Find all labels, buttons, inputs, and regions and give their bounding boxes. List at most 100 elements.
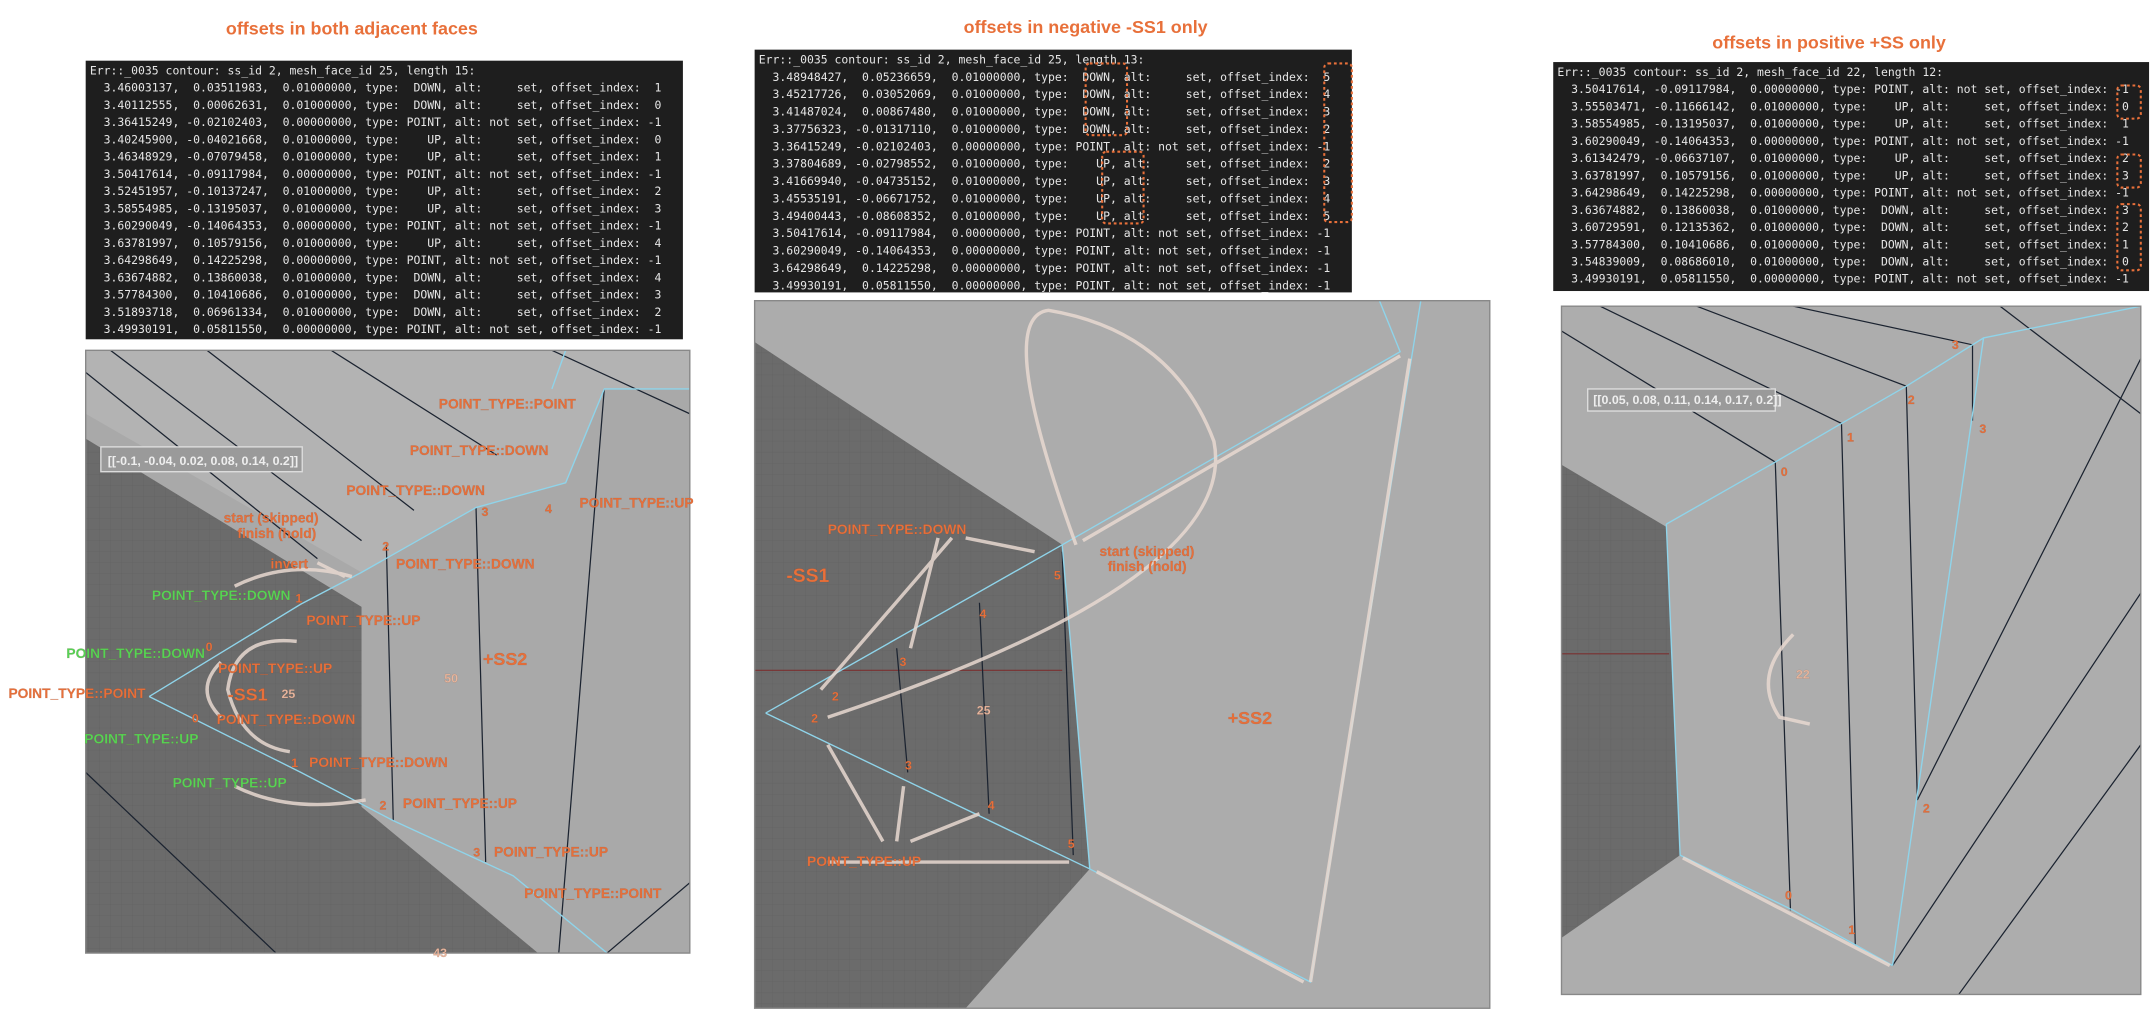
annotation: POINT_TYPE::DOWN xyxy=(66,646,205,661)
console-line: 3.63781997, 0.10579156, 0.01000000, type… xyxy=(90,236,662,250)
console-line: 3.41487024, 0.00867480, 0.01000000, type… xyxy=(759,105,1331,119)
console-line: 3.64298649, 0.14225298, 0.00000000, type… xyxy=(759,261,1331,275)
annotation: POINT_TYPE::DOWN xyxy=(396,556,535,571)
annotation: 3 xyxy=(905,759,912,773)
annotation: invert xyxy=(271,556,309,571)
annotation: 2 xyxy=(382,539,389,553)
annotation: 43 xyxy=(433,946,447,960)
console-line: 3.63781997, 0.10579156, 0.01000000, type… xyxy=(1557,168,2129,182)
console-line: 3.54839009, 0.08686010, 0.01000000, type… xyxy=(1557,255,2129,269)
annotation: 5 xyxy=(1054,568,1061,582)
annotation: 2 xyxy=(832,690,839,704)
console-line: 3.50417614, -0.09117984, 0.00000000, typ… xyxy=(90,167,662,181)
console-line: Err::_0035 contour: ss_id 2, mesh_face_i… xyxy=(1557,65,1943,79)
annotation: -SS1 xyxy=(228,685,268,705)
panel-title: offsets in both adjacent faces xyxy=(226,18,478,38)
annotation: POINT_TYPE::UP xyxy=(807,854,921,869)
annotation: POINT_TYPE::DOWN xyxy=(828,522,967,537)
annotation: 0 xyxy=(1785,888,1792,902)
annotation: POINT_TYPE::POINT xyxy=(524,886,662,901)
console-line: 3.45535191, -0.06671752, 0.01000000, typ… xyxy=(759,191,1331,205)
annotation: 2 xyxy=(1908,393,1915,407)
annotation: 50 xyxy=(444,672,458,686)
console-line: 3.48948427, 0.05236659, 0.01000000, type… xyxy=(759,70,1331,84)
annotation: POINT_TYPE::UP xyxy=(306,613,420,628)
console xyxy=(754,49,1352,293)
annotation: POINT_TYPE::DOWN xyxy=(410,443,549,458)
annotation: 2 xyxy=(811,712,818,726)
console-line: 3.51893718, 0.06961334, 0.01000000, type… xyxy=(90,305,662,319)
annotation: 1 xyxy=(291,756,298,770)
annotation: 1 xyxy=(1847,430,1854,444)
panel-title: offsets in positive +SS only xyxy=(1712,32,1946,52)
annotation: POINT_TYPE::UP xyxy=(218,661,332,676)
console-line: 3.46348929, -0.07079458, 0.01000000, typ… xyxy=(90,150,662,164)
annotation: POINT_TYPE::DOWN xyxy=(217,712,356,727)
annotation: POINT_TYPE::DOWN xyxy=(309,755,448,770)
annotation: 22 xyxy=(1796,668,1810,682)
annotation: finish (hold) xyxy=(1108,559,1187,574)
console-line: 3.58554985, -0.13195037, 0.01000000, typ… xyxy=(1557,117,2129,131)
console-line: 3.40245900, -0.04021668, 0.01000000, typ… xyxy=(90,132,662,146)
annotation: 1 xyxy=(295,592,302,606)
annotation: 2 xyxy=(379,799,386,813)
annotation: [[0.05, 0.08, 0.11, 0.14, 0.17, 0.2]] xyxy=(1593,393,1781,407)
console-line: 3.61342479, -0.06637107, 0.01000000, typ… xyxy=(1557,151,2129,165)
viewport xyxy=(1561,306,2141,995)
annotation: -SS1 xyxy=(786,566,829,587)
annotation: 3 xyxy=(1952,338,1959,352)
annotation: POINT_TYPE::UP xyxy=(84,731,198,746)
console-line: 3.57784300, 0.10410686, 0.01000000, type… xyxy=(1557,237,2129,251)
console xyxy=(85,60,683,340)
annotation: 1 xyxy=(1848,923,1855,937)
viewport xyxy=(754,300,1490,1009)
highlight-box xyxy=(2116,153,2142,189)
annotation: POINT_TYPE::UP xyxy=(494,845,608,860)
console-line: 3.50417614, -0.09117984, 0.00000000, typ… xyxy=(1557,82,2129,96)
annotation: 0 xyxy=(1781,465,1788,479)
panel-title: offsets in negative -SS1 only xyxy=(964,17,1208,37)
console-line: 3.57784300, 0.10410686, 0.01000000, type… xyxy=(90,288,662,302)
console-line: 3.36415249, -0.02102403, 0.00000000, typ… xyxy=(759,139,1331,153)
annotation: 0 xyxy=(192,712,199,726)
annotation: finish (hold) xyxy=(237,526,316,541)
console-line: 3.41669940, -0.04735152, 0.01000000, typ… xyxy=(759,174,1331,188)
annotation: start (skipped) xyxy=(224,511,319,526)
annotation: 4 xyxy=(979,607,986,621)
console-line: Err::_0035 contour: ss_id 2, mesh_face_i… xyxy=(90,63,476,77)
console-line: 3.40112555, 0.00062631, 0.01000000, type… xyxy=(90,98,662,112)
console-line: 3.46003137, 0.03511983, 0.01000000, type… xyxy=(90,81,662,95)
console-line: 3.64298649, 0.14225298, 0.00000000, type… xyxy=(90,253,662,267)
annotation: 3 xyxy=(1979,422,1986,436)
annotation: POINT_TYPE::UP xyxy=(173,776,287,791)
console-line: Err::_0035 contour: ss_id 2, mesh_face_i… xyxy=(759,52,1145,66)
console-line: 3.64298649, 0.14225298, 0.00000000, type… xyxy=(1557,186,2129,200)
annotation: 4 xyxy=(988,799,995,813)
annotation: POINT_TYPE::UP xyxy=(579,496,693,511)
annotation: 0 xyxy=(206,640,213,654)
console-line: 3.36415249, -0.02102403, 0.00000000, typ… xyxy=(90,115,662,129)
annotation: POINT_TYPE::DOWN xyxy=(346,483,485,498)
annotation: POINT_TYPE::DOWN xyxy=(152,588,291,603)
annotation: 4 xyxy=(545,502,552,516)
console-line: 3.49930191, 0.05811550, 0.00000000, type… xyxy=(759,278,1331,292)
highlight-box xyxy=(2116,84,2142,120)
annotation: 2 xyxy=(1923,801,1930,815)
console-line: 3.55503471, -0.11666142, 0.01000000, typ… xyxy=(1557,99,2129,113)
console-line: 3.37756323, -0.01317110, 0.01000000, typ… xyxy=(759,122,1331,136)
highlight-box xyxy=(1323,62,1353,224)
annotation: 3 xyxy=(899,655,906,669)
console-line: 3.49930191, 0.05811550, 0.00000000, type… xyxy=(90,322,662,336)
annotation: [[-0.1, -0.04, 0.02, 0.08, 0.14, 0.2]] xyxy=(108,454,298,468)
console xyxy=(1553,62,2150,292)
annotation: +SS2 xyxy=(1228,708,1272,728)
console-line: 3.60290049, -0.14064353, 0.00000000, typ… xyxy=(90,219,662,233)
highlight-box xyxy=(2116,203,2142,272)
annotation: 5 xyxy=(1068,837,1075,851)
console-line: 3.60290049, -0.14064353, 0.00000000, typ… xyxy=(759,244,1331,258)
console-line: 3.63674882, 0.13860038, 0.01000000, type… xyxy=(1557,203,2129,217)
console-line: 3.60290049, -0.14064353, 0.00000000, typ… xyxy=(1557,134,2129,148)
console-line: 3.63674882, 0.13860038, 0.01000000, type… xyxy=(90,270,662,284)
console-line: 3.58554985, -0.13195037, 0.01000000, typ… xyxy=(90,201,662,215)
